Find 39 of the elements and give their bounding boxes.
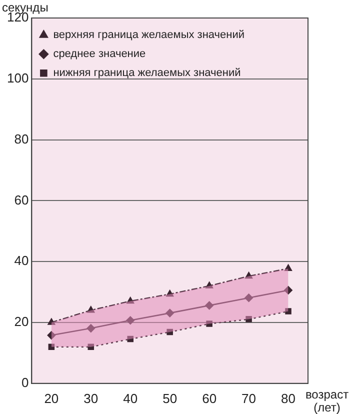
y-tick-label: 40 xyxy=(14,253,29,268)
point xyxy=(284,286,292,294)
point xyxy=(127,336,134,342)
y-axis-title: секунды xyxy=(2,0,48,14)
y-tick-label: 60 xyxy=(14,192,29,208)
y-tick-label: 80 xyxy=(14,131,29,146)
point xyxy=(48,344,55,350)
point xyxy=(206,282,213,288)
point xyxy=(126,297,134,304)
point xyxy=(284,264,292,272)
y-tick-label: 20 xyxy=(14,314,29,330)
point xyxy=(86,324,96,332)
point xyxy=(246,316,252,322)
x-tick-label: 20 xyxy=(44,390,59,406)
x-tick-label: 70 xyxy=(242,390,256,406)
point xyxy=(205,301,214,310)
x-tick-label: 50 xyxy=(162,390,178,406)
point xyxy=(166,290,174,297)
legend-label: нижняя граница желаемых значений xyxy=(53,67,241,80)
point xyxy=(245,272,252,279)
point xyxy=(166,308,174,318)
point xyxy=(285,308,292,314)
x-tick-label: 60 xyxy=(202,390,217,406)
x-axis-title: возраст (лет) xyxy=(305,388,350,414)
point xyxy=(87,306,95,313)
y-tick-label: 100 xyxy=(6,70,29,86)
y-tick-label: 0 xyxy=(21,374,29,390)
point xyxy=(47,331,56,340)
x-tick-label: 30 xyxy=(84,390,98,406)
point xyxy=(48,318,56,325)
x-tick-label: 80 xyxy=(281,390,296,406)
point xyxy=(166,328,173,336)
x-tick-label: 40 xyxy=(123,390,138,406)
point xyxy=(126,316,135,325)
legend-label: верхняя граница желаемых значений xyxy=(53,29,245,42)
point xyxy=(206,320,212,327)
point xyxy=(244,294,253,302)
legend-label: среднее значение xyxy=(53,48,146,60)
point xyxy=(88,344,94,350)
